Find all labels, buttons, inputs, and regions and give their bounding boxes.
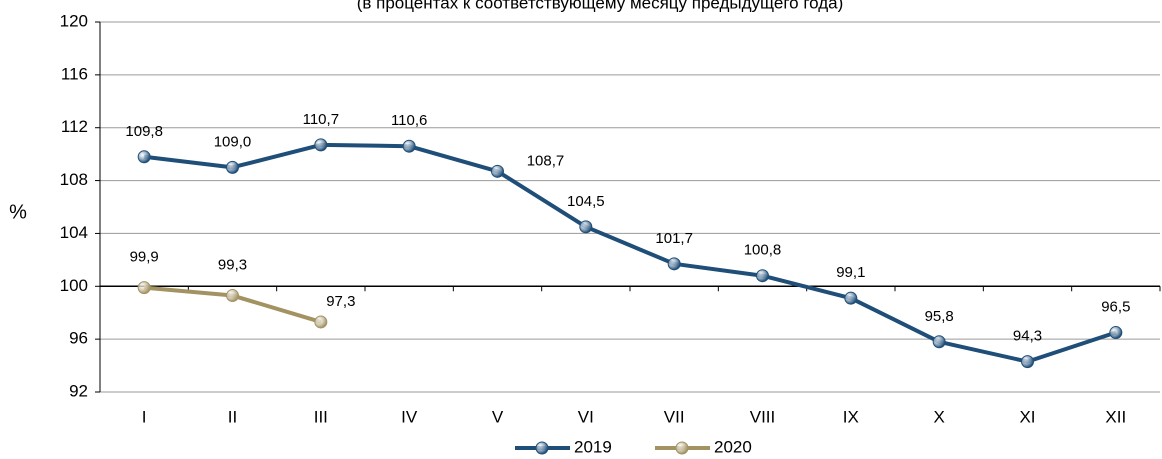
data-point — [137, 150, 151, 164]
data-point — [1021, 355, 1034, 369]
legend-label: 2020 — [714, 437, 752, 456]
data-label: 110,7 — [303, 111, 339, 128]
data-label: 100,8 — [744, 242, 782, 259]
y-tick-label: 108 — [60, 170, 88, 189]
legend-marker — [535, 441, 549, 455]
data-label: 99,9 — [130, 249, 159, 266]
data-point — [402, 139, 416, 153]
series-line — [143, 142, 1117, 364]
y-tick-label: 120 — [60, 11, 88, 30]
x-tick-label: V — [492, 407, 504, 426]
data-label: 101,7 — [655, 230, 693, 247]
data-point — [491, 164, 504, 178]
data-label: 99,1 — [836, 264, 865, 281]
data-label: 104,5 — [567, 193, 605, 210]
data-label: 99,3 — [218, 257, 247, 274]
x-tick-label: IX — [843, 407, 859, 426]
chart-subtitle: (в процентах к соответствующему месяцу п… — [357, 0, 844, 12]
data-label: 94,3 — [1013, 328, 1042, 345]
y-tick-label: 100 — [60, 276, 88, 295]
legend-marker — [675, 441, 689, 455]
data-label: 96,5 — [1101, 299, 1130, 316]
data-point — [579, 220, 593, 234]
data-point — [844, 291, 858, 305]
x-tick-label: VII — [664, 407, 685, 426]
x-tick-label: VI — [578, 407, 594, 426]
data-label: 95,8 — [925, 308, 954, 325]
data-point — [314, 315, 328, 329]
data-label: 109,0 — [214, 133, 252, 150]
data-label: 109,8 — [125, 123, 163, 140]
y-tick-label: 116 — [61, 64, 88, 83]
y-tick-label: 92 — [69, 381, 88, 400]
data-point — [667, 257, 681, 271]
y-tick-label: 96 — [69, 329, 88, 348]
data-point — [137, 281, 151, 295]
data-point — [226, 289, 239, 303]
y-tick-label: 112 — [61, 117, 88, 136]
data-label: 108,7 — [527, 152, 565, 169]
data-point — [756, 269, 769, 283]
x-tick-label: I — [142, 407, 147, 426]
x-tick-label: IV — [401, 407, 418, 426]
y-axis-label: % — [9, 201, 27, 223]
data-point — [314, 138, 328, 152]
x-tick-label: XII — [1105, 407, 1126, 426]
x-tick-label: VIII — [750, 407, 776, 426]
x-tick-label: X — [933, 407, 944, 426]
x-tick-label: II — [228, 407, 237, 426]
data-point — [932, 335, 946, 349]
data-label: 110,6 — [391, 112, 427, 129]
y-tick-label: 104 — [60, 223, 88, 242]
x-tick-label: XI — [1019, 407, 1035, 426]
x-tick-label: III — [314, 407, 328, 426]
data-point — [226, 160, 239, 174]
legend-label: 2019 — [574, 437, 612, 456]
data-point — [1109, 326, 1123, 340]
data-label: 97,3 — [326, 293, 355, 310]
